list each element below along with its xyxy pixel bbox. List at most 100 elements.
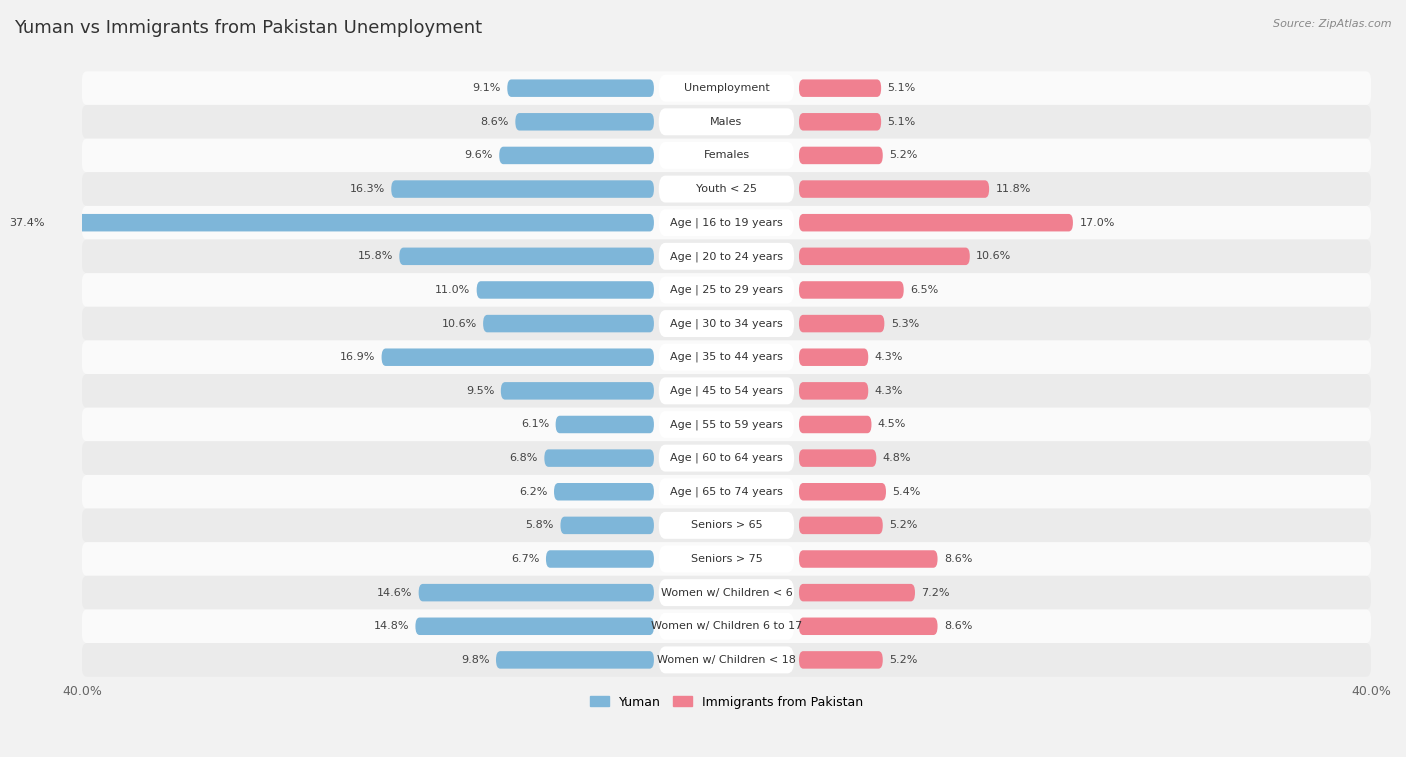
- FancyBboxPatch shape: [555, 416, 654, 433]
- FancyBboxPatch shape: [799, 214, 1073, 232]
- Text: 6.8%: 6.8%: [509, 453, 538, 463]
- Text: 5.2%: 5.2%: [889, 151, 918, 160]
- FancyBboxPatch shape: [82, 408, 1371, 441]
- Text: Seniors > 65: Seniors > 65: [690, 520, 762, 531]
- FancyBboxPatch shape: [82, 576, 1371, 609]
- Text: Age | 45 to 54 years: Age | 45 to 54 years: [671, 385, 783, 396]
- FancyBboxPatch shape: [659, 243, 794, 269]
- Text: Age | 16 to 19 years: Age | 16 to 19 years: [671, 217, 783, 228]
- Text: 5.1%: 5.1%: [887, 83, 915, 93]
- Text: 5.4%: 5.4%: [893, 487, 921, 497]
- Text: 5.2%: 5.2%: [889, 520, 918, 531]
- Text: Age | 60 to 64 years: Age | 60 to 64 years: [671, 453, 783, 463]
- FancyBboxPatch shape: [82, 374, 1371, 408]
- FancyBboxPatch shape: [799, 180, 990, 198]
- FancyBboxPatch shape: [499, 147, 654, 164]
- FancyBboxPatch shape: [799, 618, 938, 635]
- Text: 8.6%: 8.6%: [943, 621, 973, 631]
- Text: 11.0%: 11.0%: [434, 285, 470, 295]
- FancyBboxPatch shape: [554, 483, 654, 500]
- FancyBboxPatch shape: [799, 450, 876, 467]
- Text: Age | 35 to 44 years: Age | 35 to 44 years: [671, 352, 783, 363]
- FancyBboxPatch shape: [659, 209, 794, 236]
- FancyBboxPatch shape: [799, 248, 970, 265]
- FancyBboxPatch shape: [82, 542, 1371, 576]
- FancyBboxPatch shape: [659, 344, 794, 371]
- FancyBboxPatch shape: [546, 550, 654, 568]
- FancyBboxPatch shape: [799, 113, 882, 130]
- FancyBboxPatch shape: [381, 348, 654, 366]
- Text: 14.6%: 14.6%: [377, 587, 412, 597]
- FancyBboxPatch shape: [51, 214, 654, 232]
- FancyBboxPatch shape: [501, 382, 654, 400]
- Text: 15.8%: 15.8%: [357, 251, 392, 261]
- FancyBboxPatch shape: [799, 584, 915, 601]
- FancyBboxPatch shape: [799, 281, 904, 299]
- Text: 11.8%: 11.8%: [995, 184, 1031, 194]
- FancyBboxPatch shape: [82, 509, 1371, 542]
- FancyBboxPatch shape: [799, 315, 884, 332]
- FancyBboxPatch shape: [799, 651, 883, 668]
- FancyBboxPatch shape: [544, 450, 654, 467]
- Legend: Yuman, Immigrants from Pakistan: Yuman, Immigrants from Pakistan: [585, 690, 868, 714]
- FancyBboxPatch shape: [561, 516, 654, 534]
- Text: Age | 55 to 59 years: Age | 55 to 59 years: [671, 419, 783, 430]
- Text: Age | 20 to 24 years: Age | 20 to 24 years: [669, 251, 783, 262]
- FancyBboxPatch shape: [799, 348, 869, 366]
- FancyBboxPatch shape: [659, 411, 794, 438]
- Text: Males: Males: [710, 117, 742, 127]
- FancyBboxPatch shape: [516, 113, 654, 130]
- FancyBboxPatch shape: [659, 142, 794, 169]
- FancyBboxPatch shape: [419, 584, 654, 601]
- FancyBboxPatch shape: [82, 475, 1371, 509]
- Text: 5.2%: 5.2%: [889, 655, 918, 665]
- FancyBboxPatch shape: [659, 310, 794, 337]
- Text: 14.8%: 14.8%: [374, 621, 409, 631]
- FancyBboxPatch shape: [799, 550, 938, 568]
- FancyBboxPatch shape: [484, 315, 654, 332]
- Text: 8.6%: 8.6%: [943, 554, 973, 564]
- FancyBboxPatch shape: [82, 71, 1371, 105]
- FancyBboxPatch shape: [82, 307, 1371, 341]
- Text: 17.0%: 17.0%: [1080, 218, 1115, 228]
- Text: 4.5%: 4.5%: [877, 419, 907, 429]
- Text: 37.4%: 37.4%: [10, 218, 45, 228]
- FancyBboxPatch shape: [415, 618, 654, 635]
- FancyBboxPatch shape: [659, 378, 794, 404]
- FancyBboxPatch shape: [799, 147, 883, 164]
- FancyBboxPatch shape: [799, 416, 872, 433]
- FancyBboxPatch shape: [659, 478, 794, 505]
- Text: Age | 25 to 29 years: Age | 25 to 29 years: [669, 285, 783, 295]
- FancyBboxPatch shape: [82, 273, 1371, 307]
- Text: 5.1%: 5.1%: [887, 117, 915, 127]
- FancyBboxPatch shape: [799, 483, 886, 500]
- FancyBboxPatch shape: [799, 382, 869, 400]
- FancyBboxPatch shape: [659, 512, 794, 539]
- FancyBboxPatch shape: [659, 176, 794, 203]
- Text: Unemployment: Unemployment: [683, 83, 769, 93]
- FancyBboxPatch shape: [799, 516, 883, 534]
- Text: Seniors > 75: Seniors > 75: [690, 554, 762, 564]
- Text: Youth < 25: Youth < 25: [696, 184, 756, 194]
- FancyBboxPatch shape: [799, 79, 882, 97]
- Text: 10.6%: 10.6%: [441, 319, 477, 329]
- FancyBboxPatch shape: [659, 108, 794, 136]
- FancyBboxPatch shape: [659, 444, 794, 472]
- Text: Women w/ Children < 18: Women w/ Children < 18: [657, 655, 796, 665]
- FancyBboxPatch shape: [496, 651, 654, 668]
- FancyBboxPatch shape: [82, 341, 1371, 374]
- FancyBboxPatch shape: [82, 206, 1371, 239]
- Text: 4.8%: 4.8%: [883, 453, 911, 463]
- Text: 5.3%: 5.3%: [891, 319, 920, 329]
- FancyBboxPatch shape: [82, 139, 1371, 173]
- FancyBboxPatch shape: [82, 643, 1371, 677]
- FancyBboxPatch shape: [659, 613, 794, 640]
- Text: Females: Females: [703, 151, 749, 160]
- Text: 6.5%: 6.5%: [910, 285, 938, 295]
- Text: 9.5%: 9.5%: [465, 386, 495, 396]
- Text: 16.3%: 16.3%: [350, 184, 385, 194]
- FancyBboxPatch shape: [399, 248, 654, 265]
- FancyBboxPatch shape: [659, 579, 794, 606]
- FancyBboxPatch shape: [659, 75, 794, 101]
- FancyBboxPatch shape: [82, 105, 1371, 139]
